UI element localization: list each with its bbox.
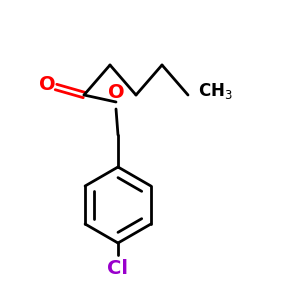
Text: CH$_3$: CH$_3$ <box>198 81 233 101</box>
Text: Cl: Cl <box>107 259 128 278</box>
Text: O: O <box>39 76 55 94</box>
Text: O: O <box>108 83 124 102</box>
